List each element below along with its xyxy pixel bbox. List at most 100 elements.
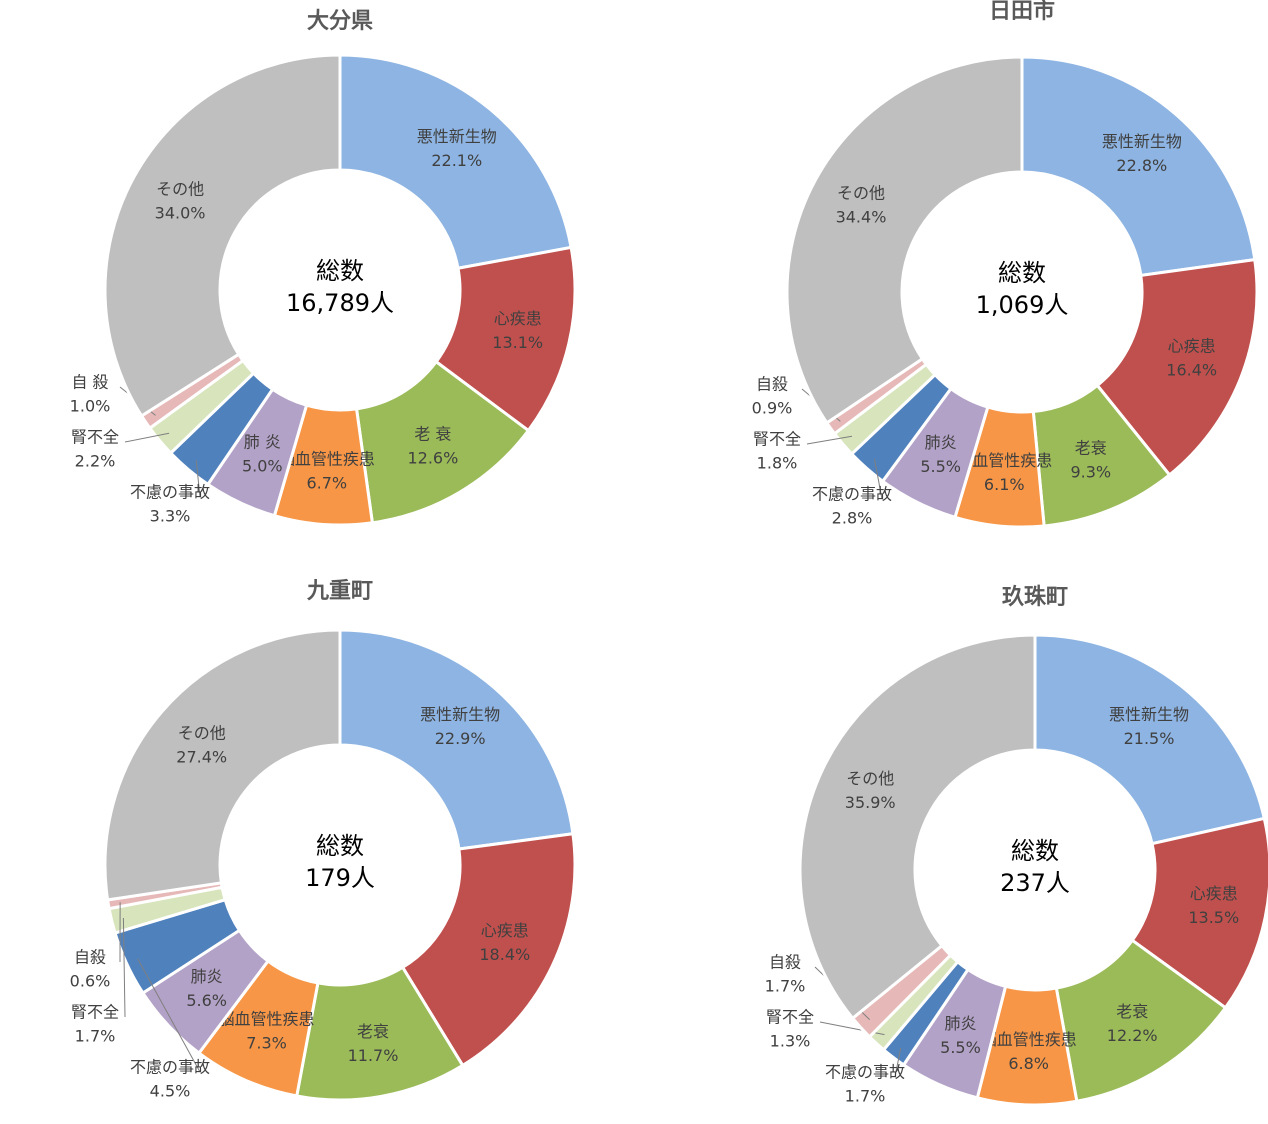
donut-slice [1033, 633, 1267, 846]
donut-slice [434, 245, 577, 433]
slice-category-label: 悪性新生物 [420, 705, 500, 724]
slice-value-label: 4.5% [150, 1082, 191, 1101]
slice-category-label: 肺 炎 [244, 433, 281, 452]
slice-value-label: 5.5% [940, 1038, 981, 1057]
slice-category-label: 肺炎 [944, 1014, 976, 1033]
slice-value-label: 27.4% [176, 747, 227, 766]
donut-slice [103, 628, 342, 902]
slice-category-label: その他 [846, 769, 894, 788]
leader-line [806, 435, 853, 445]
slice-value-label: 3.3% [150, 507, 191, 526]
slice-value-label: 12.6% [407, 449, 458, 468]
slice-value-label: 1.8% [757, 454, 798, 473]
leader-line [137, 958, 201, 1073]
slice-category-label: 心疾患 [1168, 337, 1216, 356]
slice-category-label: 不慮の事故 [812, 485, 892, 504]
leader-line [122, 918, 126, 1018]
leader-line [124, 432, 170, 443]
slice-value-label: 34.4% [836, 208, 887, 227]
slice-value-label: 18.4% [479, 945, 530, 964]
slice-category-label: その他 [837, 184, 885, 203]
slice-category-label: 脳血管性疾患 [956, 451, 1052, 470]
chart-title: 九重町 [306, 579, 373, 604]
slice-category-label: その他 [178, 723, 226, 742]
slice-value-label: 6.7% [306, 474, 347, 493]
center-total: 179人 [305, 864, 375, 892]
slice-value-label: 2.2% [75, 452, 116, 471]
slice-value-label: 1.0% [70, 397, 111, 416]
slice-category-label: 不慮の事故 [825, 1063, 905, 1082]
slice-category-label: 肺炎 [925, 433, 957, 452]
center-total: 16,789人 [286, 289, 394, 317]
slice-category-label: 不慮の事故 [130, 1058, 210, 1077]
center-total: 1,069人 [976, 291, 1069, 319]
slice-category-label: 肺炎 [191, 967, 223, 986]
chart-title: 玖珠町 [1002, 584, 1068, 610]
slice-value-label: 7.3% [246, 1034, 287, 1053]
center-title: 総数 [316, 257, 364, 285]
chart-title: 大分県 [307, 9, 373, 34]
slice-category-label: 心疾患 [1190, 884, 1238, 903]
slice-value-label: 1.7% [845, 1087, 886, 1106]
slice-category-label: 脳血管性疾患 [279, 450, 375, 469]
slice-category-label: 腎不全 [766, 1008, 814, 1027]
slice-value-label: 22.9% [435, 729, 486, 748]
slice-value-label: 22.8% [1116, 156, 1167, 175]
slice-category-label: 自殺 [74, 948, 106, 967]
slice-category-label: 老 衰 [414, 425, 451, 444]
slice-category-label: 自殺 [756, 375, 788, 394]
slice-value-label: 13.5% [1188, 908, 1239, 927]
donut-slice [785, 55, 1024, 425]
slice-value-label: 21.5% [1124, 729, 1175, 748]
slice-value-label: 0.6% [70, 972, 111, 991]
slice-category-label: 腎不全 [753, 430, 801, 449]
slice-category-label: 悪性新生物 [1109, 705, 1189, 724]
chart-title: 日田市 [989, 0, 1055, 24]
donut-slice [1020, 55, 1257, 278]
donut-slice [1095, 257, 1259, 478]
slice-value-label: 6.8% [1008, 1054, 1049, 1073]
slice-value-label: 1.3% [770, 1032, 811, 1051]
slice-category-label: 不慮の事故 [130, 483, 210, 502]
leader-line [894, 1047, 902, 1078]
slice-value-label: 2.8% [832, 509, 873, 528]
slice-value-label: 0.9% [752, 399, 793, 418]
slice-category-label: 脳血管性疾患 [981, 1030, 1077, 1049]
slice-category-label: 老衰 [1116, 1002, 1148, 1021]
slice-value-label: 1.7% [75, 1027, 116, 1046]
center-total: 237人 [1000, 869, 1070, 897]
slice-value-label: 16.4% [1166, 361, 1217, 380]
slice-category-label: 悪性新生物 [417, 127, 497, 146]
leader-line [195, 460, 201, 498]
slice-category-label: 脳血管性疾患 [219, 1010, 315, 1029]
leader-line [874, 459, 883, 500]
donut-slice [400, 832, 577, 1068]
slice-value-label: 6.1% [984, 475, 1025, 494]
slice-value-label: 5.0% [242, 457, 283, 476]
slice-category-label: 心疾患 [494, 309, 542, 328]
center-title: 総数 [998, 259, 1046, 287]
slice-value-label: 11.7% [348, 1046, 399, 1065]
slice-category-label: その他 [156, 180, 204, 199]
slice-category-label: 心疾患 [481, 921, 529, 940]
slice-value-label: 34.0% [155, 204, 206, 223]
slice-category-label: 悪性新生物 [1102, 132, 1182, 151]
slice-category-label: 自殺 [769, 953, 801, 972]
center-title: 総数 [316, 832, 364, 860]
donut-slice [338, 628, 575, 851]
slice-value-label: 5.6% [186, 991, 227, 1010]
slice-category-label: 老衰 [1075, 439, 1107, 458]
donut-slice [338, 53, 573, 271]
slice-category-label: 腎不全 [71, 428, 119, 447]
slice-value-label: 5.5% [920, 457, 961, 476]
donut-slice [103, 53, 342, 418]
slice-category-label: 腎不全 [71, 1003, 119, 1022]
slice-category-label: 自 殺 [71, 373, 108, 392]
slice-value-label: 1.7% [765, 977, 806, 996]
donut-slice [798, 633, 1037, 1021]
